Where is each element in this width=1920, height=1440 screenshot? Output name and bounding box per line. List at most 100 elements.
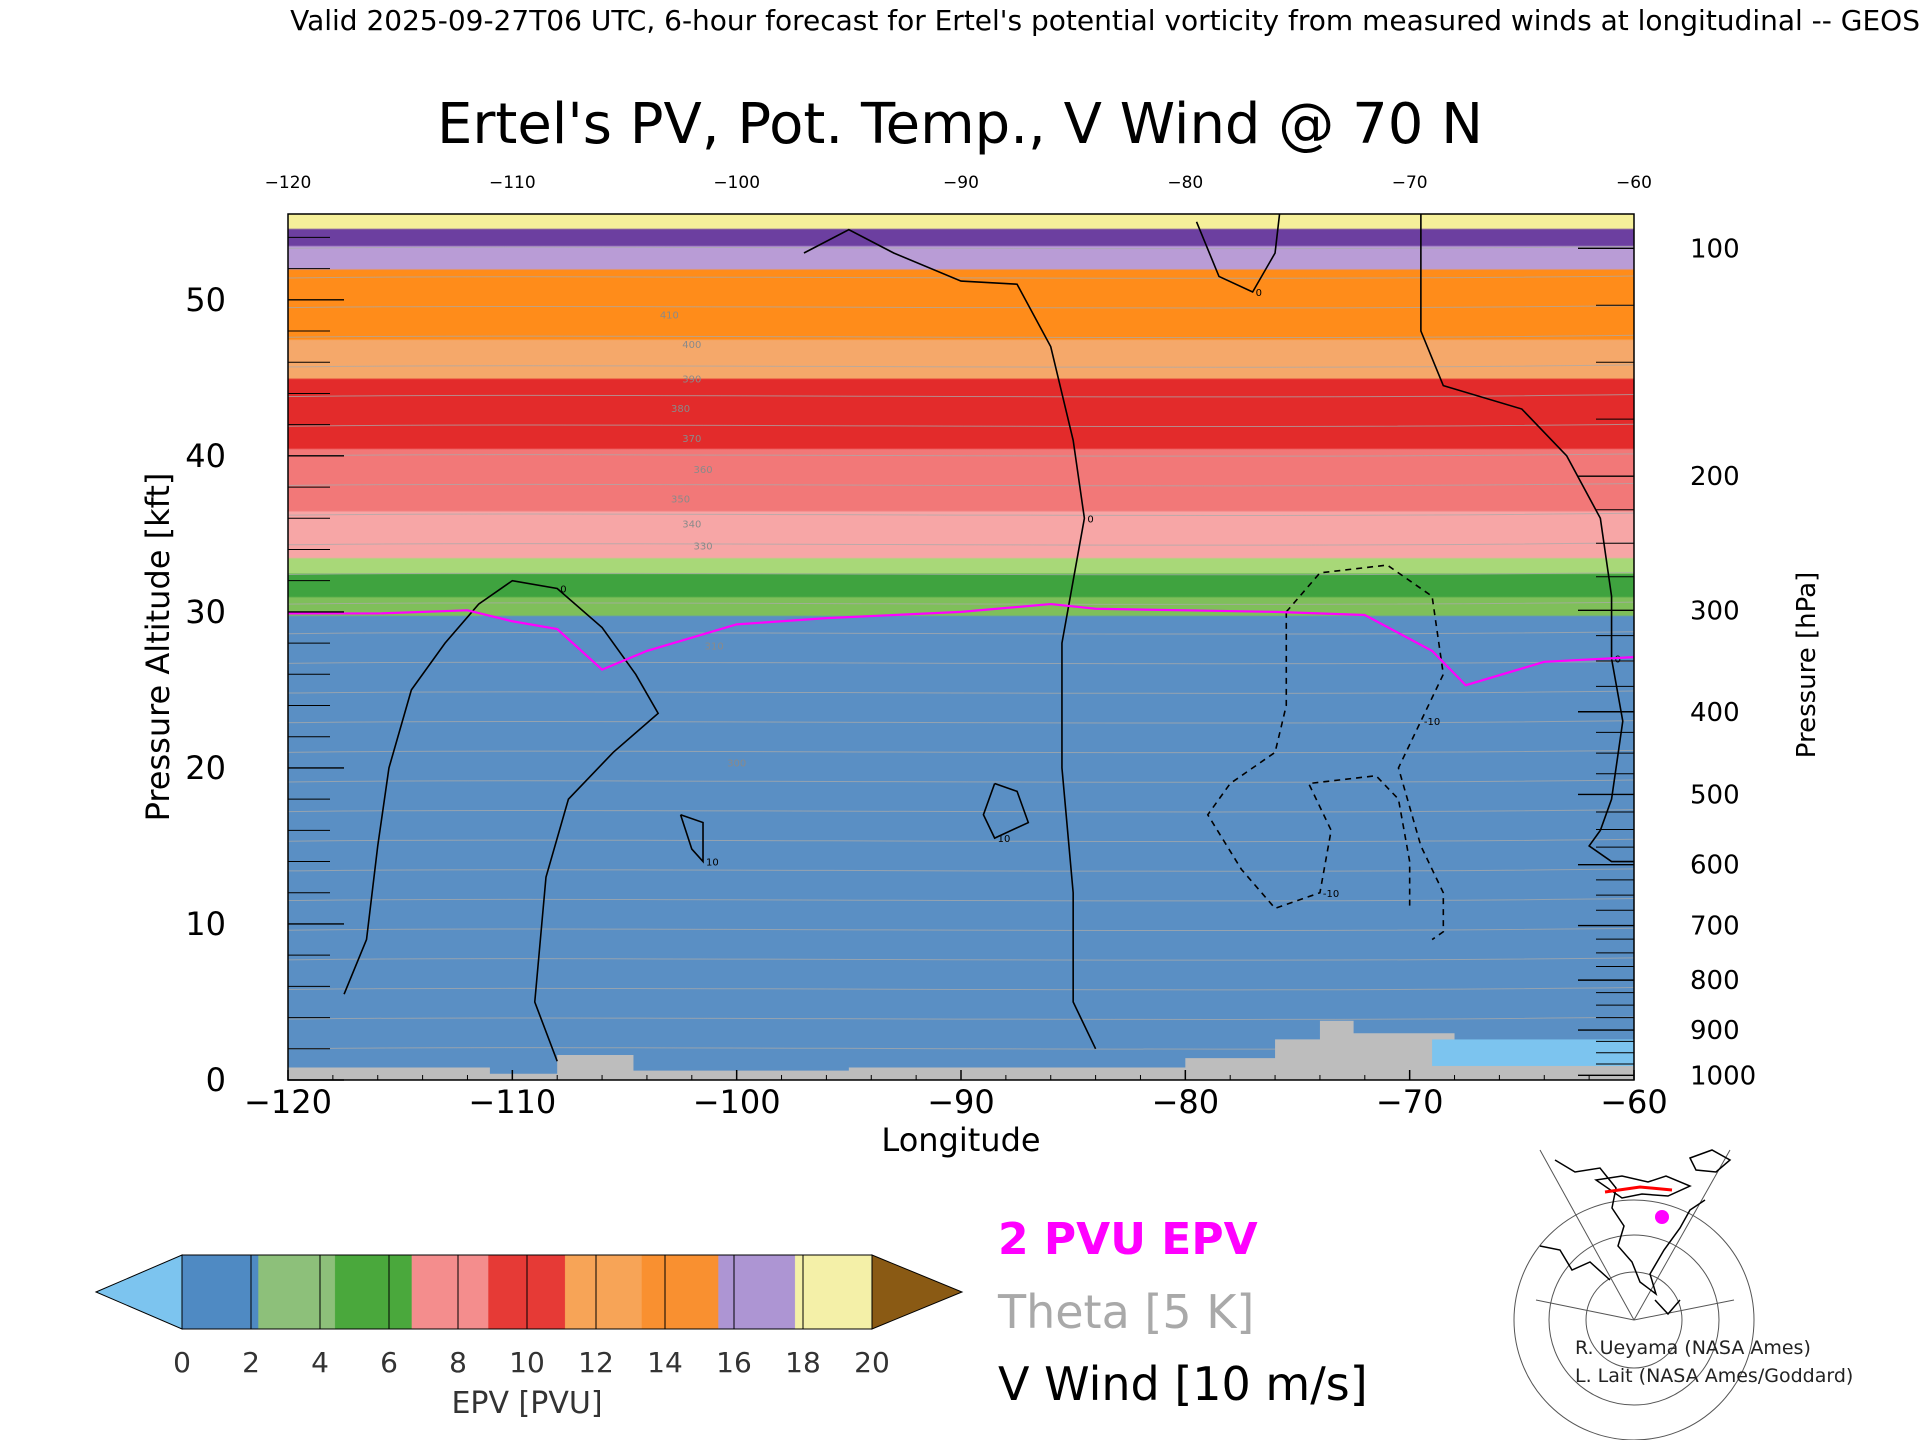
theta-line: [288, 245, 1634, 250]
theta-line: [288, 394, 1634, 398]
theta-line: [288, 364, 1634, 368]
credit-line-1: R. Ueyama (NASA Ames): [1575, 1337, 1811, 1359]
theta-label: 380: [671, 404, 690, 415]
colorbar-tick-label: 18: [785, 1346, 821, 1379]
tropopause-layer: [288, 602, 1634, 687]
x-top-tick-label: −60: [1616, 173, 1652, 193]
pressure-tick-label: 600: [1690, 851, 1740, 881]
theta-line: [288, 868, 1634, 872]
x-top-tick-label: −90: [943, 173, 979, 193]
colorbar-tick-label: 10: [509, 1346, 545, 1379]
x-tick-label: −100: [693, 1083, 781, 1121]
wind-contour: [679, 813, 704, 864]
theta-line: [288, 720, 1634, 724]
theta-label: 340: [682, 520, 701, 531]
legend-epv: 2 PVU EPV: [998, 1214, 1258, 1265]
theta-label: 310: [705, 641, 724, 652]
axes: −120 −110 −100 −90 −80 −70 −60 −120 −110 −100 −90 −…: [185, 173, 1756, 1121]
y-axis-label: Pressure Altitude [kft]: [139, 473, 177, 822]
wind-contour: [803, 228, 1097, 1050]
colorbar-tick-label: 6: [380, 1346, 398, 1379]
theta-label: 410: [660, 311, 679, 322]
theta-labels: 410 400 390 380 370 360 350 340 330 310 300: [660, 311, 746, 770]
theta-line: [288, 601, 1634, 605]
theta-line: [288, 423, 1634, 428]
pressure-tick-label: 800: [1690, 966, 1740, 996]
pressure-tick-label: 400: [1690, 698, 1740, 728]
theta-line: [288, 660, 1634, 665]
wind-contour-label: 0: [1615, 655, 1621, 666]
wind-contour-label: 0: [1256, 288, 1262, 299]
wind-contour: [1206, 611, 1411, 910]
y-tick-label: 50: [185, 281, 226, 319]
tropopause-2pvu-line: [288, 602, 1634, 687]
theta-line: [288, 838, 1634, 843]
wind-contour: [343, 579, 660, 1062]
y-tick-label: 10: [185, 905, 226, 943]
valid-time-header: Valid 2025-09-27T06 UTC, 6-hour forecast…: [290, 4, 1920, 37]
colorbar-tick-label: 20: [854, 1346, 890, 1379]
theta-label: 330: [693, 541, 712, 552]
wind-contours: 0 0 0 0 10 10 -10 -10: [343, 214, 1634, 1062]
theta-label: 390: [682, 375, 701, 386]
pressure-tick-label: 500: [1690, 780, 1740, 810]
theta-line: [288, 275, 1634, 279]
pressure-axis-label: Pressure [hPa]: [1792, 572, 1822, 759]
theta-line: [288, 453, 1634, 457]
wind-contour-label: 0: [560, 584, 566, 595]
colorbar-tick-label: 8: [449, 1346, 467, 1379]
pressure-tick-label: 100: [1690, 234, 1740, 264]
theta-line: [288, 986, 1634, 991]
theta-label: 370: [682, 434, 701, 445]
colorbar-tick-label: 4: [311, 1346, 329, 1379]
x-tick-label: −110: [468, 1083, 556, 1121]
wind-contour-label: -10: [1424, 717, 1440, 728]
theta-label: 350: [671, 495, 690, 506]
wind-contour: [1195, 214, 1281, 294]
legend-wind: V Wind [10 m/s]: [998, 1357, 1368, 1411]
theta-line: [288, 927, 1634, 932]
wind-contour-label: -10: [1323, 889, 1339, 900]
theta-label: 360: [693, 465, 712, 476]
wind-contour-label: 0: [1087, 514, 1093, 525]
x-top-tick-label: −110: [489, 173, 536, 193]
x-top-tick-label: −70: [1392, 173, 1428, 193]
colorbar-tick-label: 12: [578, 1346, 614, 1379]
wind-contour: [1420, 214, 1634, 863]
pressure-tick-label: 300: [1690, 596, 1740, 626]
x-axis-label: Longitude: [881, 1121, 1040, 1159]
theta-line: [288, 571, 1634, 576]
wind-contour: [982, 782, 1030, 840]
x-tick-label: −70: [1376, 1083, 1444, 1121]
theta-line: [288, 690, 1634, 694]
colorbar-tick-label: 2: [242, 1346, 260, 1379]
theta-label: 300: [727, 758, 746, 769]
theta-line: [288, 957, 1634, 961]
pressure-tick-label: 700: [1690, 912, 1740, 942]
theta-line: [288, 779, 1634, 783]
colorbar-label: EPV [PVU]: [451, 1386, 602, 1421]
chart-title: Ertel's PV, Pot. Temp., V Wind @ 70 N: [437, 92, 1483, 157]
theta-line: [288, 542, 1634, 546]
plot-area: 0 0 0 0 10 10 -10 -10 410 400 390 380 370 360 350 340 3…: [287, 213, 1635, 1081]
legend: 2 PVU EPV Theta [5 K] V Wind [10 m/s]: [997, 1214, 1368, 1411]
colorbar-tick-label: 0: [173, 1346, 191, 1379]
colorbar-over-arrow: [871, 1254, 964, 1330]
colorbar-tick-label: 14: [647, 1346, 683, 1379]
credit-line-2: L. Lait (NASA Ames/Goddard): [1575, 1365, 1853, 1387]
x-top-tick-label: −100: [713, 173, 760, 193]
theta-label: 400: [682, 340, 701, 351]
x-top-tick-label: −80: [1167, 173, 1203, 193]
y-tick-label: 0: [206, 1061, 226, 1099]
theta-line: [288, 631, 1634, 635]
x-tick-label: −120: [244, 1083, 332, 1121]
location-marker: [1655, 1210, 1669, 1224]
y-tick-label: 40: [185, 437, 226, 475]
locator-map: [1513, 1149, 1755, 1440]
pressure-tick-label: 200: [1690, 462, 1740, 492]
theta-line: [288, 1016, 1634, 1020]
theta-line: [288, 809, 1634, 813]
x-tick-label: −60: [1600, 1083, 1668, 1121]
colorbar-ticks: 0 2 4 6 8 10 12 14 16 18 20: [173, 1255, 890, 1379]
